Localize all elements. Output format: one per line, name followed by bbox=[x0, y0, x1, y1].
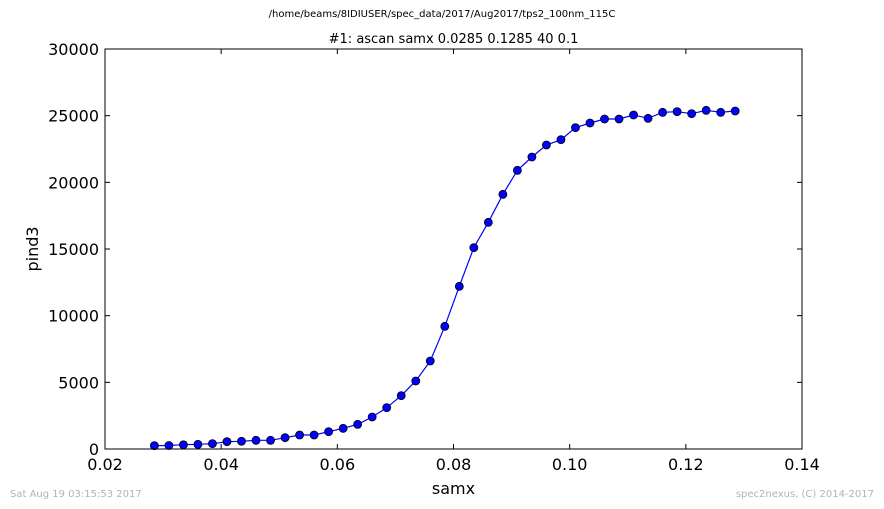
data-point bbox=[382, 403, 392, 413]
x-tick-label: 0.10 bbox=[552, 455, 588, 474]
y-tick-label: 5000 bbox=[58, 373, 99, 392]
data-point bbox=[542, 140, 551, 150]
data-point bbox=[222, 437, 232, 447]
y-tick-label: 0 bbox=[89, 440, 99, 459]
footer-timestamp: Sat Aug 19 03:15:53 2017 bbox=[10, 489, 142, 500]
data-point bbox=[251, 435, 261, 445]
data-point bbox=[469, 243, 479, 253]
data-point bbox=[367, 412, 377, 422]
data-point bbox=[483, 217, 493, 227]
data-point bbox=[672, 107, 682, 117]
data-point bbox=[208, 439, 217, 449]
data-point bbox=[585, 118, 595, 128]
data-point bbox=[454, 281, 464, 291]
data-point bbox=[614, 114, 624, 124]
data-point bbox=[730, 106, 740, 116]
data-point bbox=[556, 135, 566, 145]
data-point bbox=[440, 321, 450, 331]
data-point bbox=[687, 109, 697, 119]
y-tick-label: 10000 bbox=[48, 307, 99, 326]
y-tick-label: 30000 bbox=[48, 40, 99, 59]
data-point bbox=[179, 440, 188, 450]
footer-credit: spec2nexus, (C) 2014-2017 bbox=[735, 489, 874, 500]
data-point bbox=[237, 436, 246, 446]
data-point bbox=[266, 435, 275, 445]
data-point bbox=[396, 391, 406, 401]
data-point bbox=[512, 165, 522, 175]
y-axis-label: pind3 bbox=[23, 226, 42, 271]
data-point bbox=[338, 423, 348, 433]
data-point bbox=[629, 110, 638, 120]
data-point bbox=[149, 441, 159, 451]
data-point bbox=[643, 113, 653, 123]
x-tick-label: 0.14 bbox=[784, 455, 820, 474]
x-axis-label: samx bbox=[432, 479, 475, 498]
plot-frame bbox=[104, 48, 803, 450]
data-point bbox=[425, 356, 435, 366]
x-tick-label: 0.12 bbox=[668, 455, 704, 474]
data-point bbox=[527, 152, 537, 162]
series-line bbox=[154, 109, 736, 447]
y-tick-label: 20000 bbox=[48, 173, 99, 192]
data-point bbox=[658, 107, 667, 117]
data-point bbox=[571, 123, 580, 133]
plot-title: #1: ascan samx 0.0285 0.1285 40 0.1 bbox=[329, 32, 579, 47]
y-tick-label: 15000 bbox=[48, 240, 99, 259]
x-tick-label: 0.02 bbox=[87, 455, 123, 474]
chart-marks bbox=[149, 105, 740, 451]
data-point bbox=[280, 433, 290, 443]
data-point bbox=[716, 107, 726, 117]
data-point bbox=[295, 430, 304, 440]
data-point bbox=[193, 439, 203, 449]
data-point bbox=[600, 114, 609, 124]
data-point bbox=[353, 419, 363, 429]
figure-suptitle: /home/beams/8IDIUSER/spec_data/2017/Aug2… bbox=[268, 9, 616, 20]
data-point bbox=[411, 376, 421, 386]
x-tick-label: 0.06 bbox=[320, 455, 356, 474]
data-point bbox=[164, 441, 174, 450]
data-point bbox=[309, 430, 319, 440]
data-point bbox=[324, 427, 334, 437]
data-point bbox=[701, 105, 711, 115]
y-tick-label: 25000 bbox=[48, 107, 99, 126]
x-tick-label: 0.08 bbox=[436, 455, 472, 474]
chart-axes: 0.02 0.04 0.06 0.08 0.10 0.12 0.14 0 5000 10000 15… bbox=[48, 40, 820, 474]
x-tick-label: 0.04 bbox=[203, 455, 239, 474]
data-point bbox=[498, 189, 508, 199]
